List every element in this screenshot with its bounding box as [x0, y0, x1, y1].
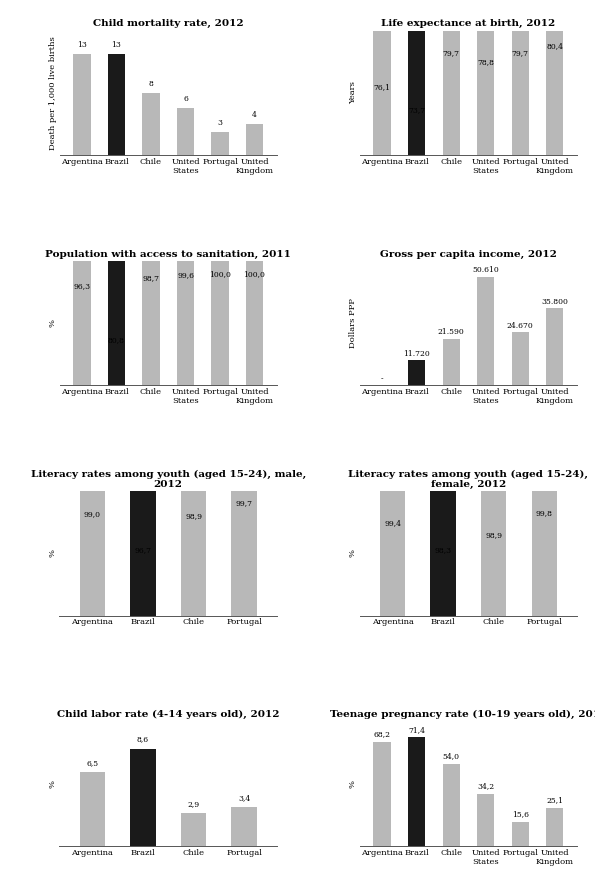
Text: 76,1: 76,1 — [374, 84, 390, 92]
Bar — [546, 0, 563, 155]
Text: 99,6: 99,6 — [177, 271, 194, 279]
Text: 71,4: 71,4 — [408, 726, 425, 733]
Y-axis label: %: % — [49, 549, 57, 557]
Text: 73,7: 73,7 — [408, 106, 425, 114]
Bar — [408, 738, 425, 846]
Text: 100,0: 100,0 — [209, 269, 231, 278]
Bar — [130, 0, 156, 616]
Bar — [231, 807, 257, 846]
Bar — [108, 106, 125, 385]
Text: 6: 6 — [183, 95, 188, 104]
Bar — [408, 0, 425, 155]
Text: 80,4: 80,4 — [546, 43, 563, 51]
Text: 3,4: 3,4 — [238, 794, 250, 802]
Bar — [130, 748, 156, 846]
Text: 78,8: 78,8 — [477, 58, 494, 65]
Bar — [512, 822, 529, 846]
Bar — [481, 0, 506, 616]
Y-axis label: %: % — [49, 780, 57, 787]
Bar — [246, 39, 263, 385]
Text: 98,3: 98,3 — [434, 547, 452, 555]
Bar — [512, 0, 529, 155]
Bar — [177, 108, 194, 155]
Text: -: - — [381, 375, 383, 383]
Y-axis label: Death per 1,000 live births: Death per 1,000 live births — [49, 36, 57, 150]
Bar — [408, 360, 425, 385]
Text: 96,7: 96,7 — [134, 546, 152, 555]
Text: 2,9: 2,9 — [187, 800, 199, 808]
Text: 54,0: 54,0 — [443, 753, 460, 760]
Bar — [546, 807, 563, 846]
Text: 96,3: 96,3 — [73, 283, 90, 290]
Text: 34,2: 34,2 — [477, 782, 494, 790]
Bar — [142, 44, 159, 385]
Text: 98,9: 98,9 — [185, 512, 202, 520]
Bar — [80, 773, 105, 846]
Bar — [512, 332, 529, 385]
Text: 3: 3 — [218, 119, 223, 126]
Text: 6,5: 6,5 — [86, 760, 98, 767]
Text: 99,7: 99,7 — [236, 500, 253, 508]
Text: 8: 8 — [149, 79, 154, 88]
Text: 99,4: 99,4 — [384, 519, 401, 528]
Text: 25,1: 25,1 — [546, 796, 563, 804]
Text: 15,6: 15,6 — [512, 810, 529, 819]
Text: 68,2: 68,2 — [374, 731, 390, 739]
Text: 98,9: 98,9 — [485, 532, 502, 540]
Text: 100,0: 100,0 — [243, 269, 265, 278]
Bar — [477, 794, 494, 846]
Bar — [477, 0, 494, 155]
Text: 99,0: 99,0 — [84, 510, 101, 519]
Bar — [181, 0, 206, 616]
Text: 21.590: 21.590 — [438, 329, 465, 337]
Text: 99,8: 99,8 — [536, 509, 553, 517]
Text: 4: 4 — [252, 111, 257, 119]
Text: 50.610: 50.610 — [472, 266, 499, 274]
Y-axis label: Dollars PPP: Dollars PPP — [349, 298, 357, 348]
Bar — [211, 132, 228, 155]
Bar — [477, 276, 494, 385]
Title: Child mortality rate, 2012: Child mortality rate, 2012 — [93, 19, 243, 29]
Bar — [73, 54, 90, 155]
Bar — [374, 742, 391, 846]
Bar — [108, 54, 125, 155]
Title: Literacy rates among youth (aged 15-24), male,
2012: Literacy rates among youth (aged 15-24),… — [30, 469, 306, 489]
Text: 11.720: 11.720 — [403, 350, 430, 358]
Bar — [443, 0, 460, 155]
Text: 79,7: 79,7 — [443, 49, 460, 58]
Bar — [231, 0, 257, 616]
Title: Child labor rate (4-14 years old), 2012: Child labor rate (4-14 years old), 2012 — [57, 710, 280, 719]
Y-axis label: %: % — [49, 319, 57, 327]
Bar — [181, 813, 206, 846]
Bar — [374, 0, 391, 155]
Title: Teenage pregnancy rate (10-19 years old), 2010: Teenage pregnancy rate (10-19 years old)… — [330, 710, 595, 719]
Bar — [246, 124, 263, 155]
Bar — [430, 0, 456, 616]
Bar — [531, 0, 557, 616]
Bar — [80, 0, 105, 616]
Title: Gross per capita income, 2012: Gross per capita income, 2012 — [380, 249, 557, 259]
Title: Literacy rates among youth (aged 15-24),
female, 2012: Literacy rates among youth (aged 15-24),… — [349, 469, 588, 489]
Bar — [443, 764, 460, 846]
Bar — [443, 339, 460, 385]
Title: Life expectance at birth, 2012: Life expectance at birth, 2012 — [381, 19, 556, 29]
Y-axis label: %: % — [349, 549, 357, 557]
Title: Population with access to sanitation, 2011: Population with access to sanitation, 20… — [45, 249, 291, 259]
Y-axis label: Years: Years — [349, 81, 357, 104]
Text: 79,7: 79,7 — [512, 49, 529, 58]
Bar — [211, 39, 228, 385]
Text: 98,7: 98,7 — [142, 275, 159, 283]
Bar — [177, 41, 194, 385]
Bar — [73, 52, 90, 385]
Text: 80,8: 80,8 — [108, 337, 125, 344]
Bar — [380, 0, 405, 616]
Bar — [142, 92, 159, 155]
Text: 13: 13 — [77, 41, 87, 49]
Text: 35.800: 35.800 — [541, 298, 568, 306]
Text: 13: 13 — [111, 41, 121, 49]
Text: 24.670: 24.670 — [507, 322, 534, 330]
Text: 8,6: 8,6 — [137, 736, 149, 744]
Y-axis label: %: % — [349, 780, 357, 787]
Bar — [546, 309, 563, 385]
